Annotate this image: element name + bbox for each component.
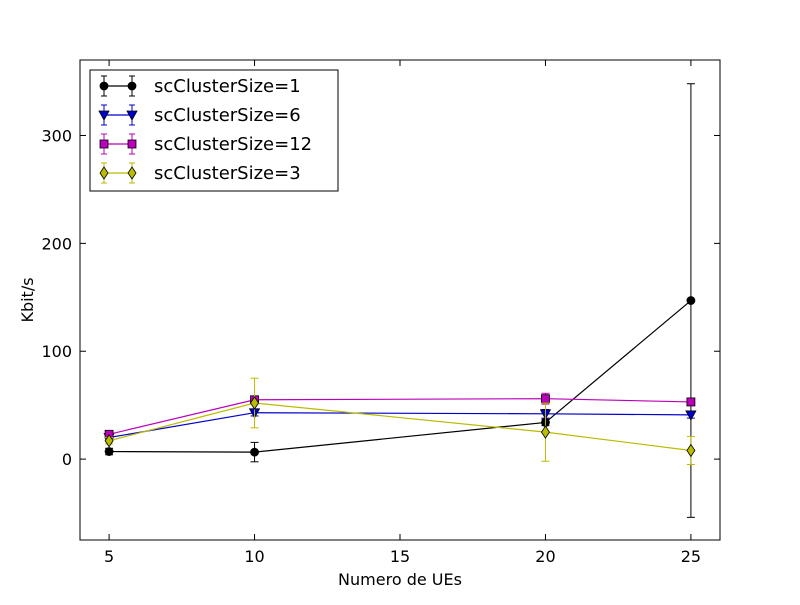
legend-marker [99,139,109,149]
legend-label: scClusterSize=1 [154,76,301,97]
y-axis-label: Kbit/s [18,277,37,322]
legend: scClusterSize=1 scClusterSize=6 scClusterS… [89,69,339,192]
data-point [686,443,696,458]
data-point [686,397,696,407]
data-point [686,296,696,305]
x-tick-label: 15 [390,547,410,566]
legend-marker [127,166,137,180]
ticks-layer: 5 10 15 20 25 0 100 200 300 [41,60,720,566]
legend-item: scClusterSize=6 [98,104,301,126]
data-point [104,434,114,448]
series-line [108,398,691,435]
series-4 [104,377,696,465]
x-tick-label: 5 [104,547,114,566]
series-layer [103,83,697,518]
legend-marker [127,139,137,149]
legend-marker [99,166,109,180]
y-tick-label: 200 [41,234,72,253]
x-axis-label: Numero de UEs [338,570,462,589]
legend-item: scClusterSize=3 [99,162,301,184]
data-point [685,410,697,421]
legend-label: scClusterSize=3 [154,163,301,184]
x-tick-label: 25 [681,547,701,566]
data-point [250,447,259,457]
series-line [109,300,692,453]
legend-marker [99,81,109,91]
legend-marker [98,110,110,121]
y-tick-label: 0 [62,450,72,469]
series-1 [104,83,696,518]
y-tick-label: 100 [41,342,72,361]
data-point [541,394,550,404]
x-tick-label: 20 [535,547,555,566]
y-tick-label: 300 [41,127,72,146]
legend-item: scClusterSize=1 [99,75,301,97]
legend-item: scClusterSize=12 [99,133,312,155]
legend-label: scClusterSize=6 [154,105,301,126]
legend-marker [126,110,138,121]
legend-marker [127,81,137,91]
data-point [250,396,260,410]
data-point [540,425,550,439]
legend-label: scClusterSize=12 [154,134,312,155]
series-line [108,412,691,439]
x-tick-label: 10 [244,547,264,566]
series-line [108,402,691,452]
data-point [104,447,114,456]
series-3 [104,392,696,439]
